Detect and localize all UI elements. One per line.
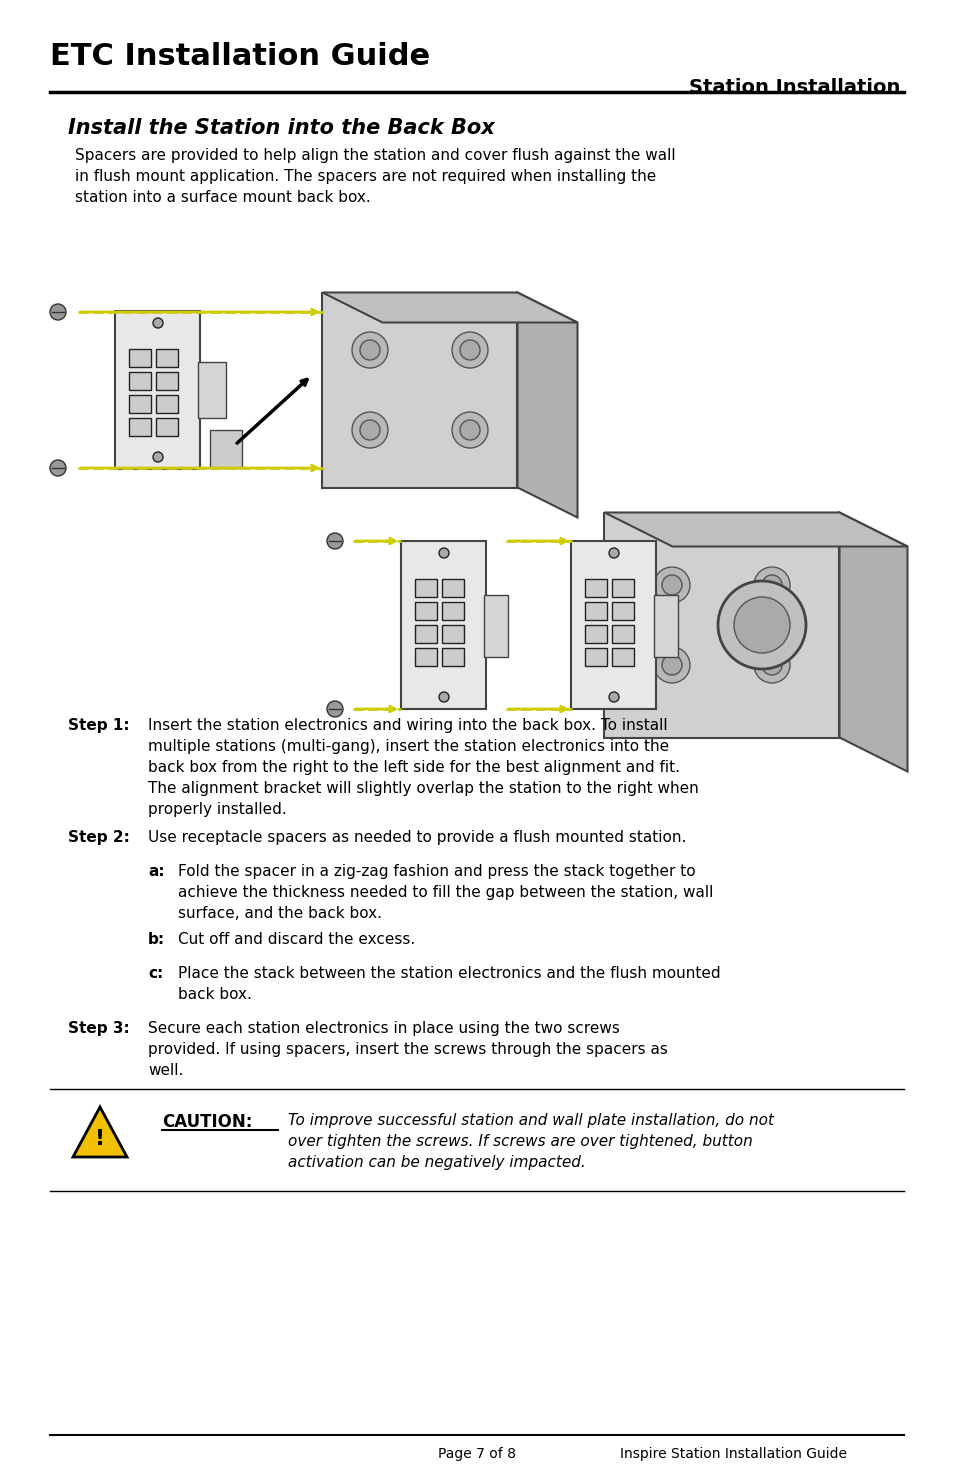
Circle shape bbox=[452, 332, 488, 367]
Circle shape bbox=[459, 341, 479, 360]
Text: Step 3:: Step 3: bbox=[68, 1021, 130, 1035]
Bar bbox=[130, 350, 152, 367]
Text: a:: a: bbox=[148, 864, 165, 879]
Bar bbox=[654, 594, 678, 656]
Circle shape bbox=[654, 648, 689, 683]
Circle shape bbox=[359, 341, 379, 360]
Polygon shape bbox=[73, 1108, 127, 1156]
Bar bbox=[156, 395, 178, 413]
Bar bbox=[416, 648, 437, 667]
Bar bbox=[130, 395, 152, 413]
Bar bbox=[130, 417, 152, 437]
Text: !: ! bbox=[95, 1128, 105, 1149]
Circle shape bbox=[452, 412, 488, 448]
Text: Fold the spacer in a zig-zag fashion and press the stack together to
achieve the: Fold the spacer in a zig-zag fashion and… bbox=[178, 864, 713, 920]
Bar bbox=[115, 311, 200, 469]
Circle shape bbox=[152, 319, 163, 327]
Bar bbox=[416, 580, 437, 597]
Circle shape bbox=[661, 575, 681, 594]
Text: Step 2:: Step 2: bbox=[68, 830, 130, 845]
Bar bbox=[401, 541, 486, 709]
Text: Step 1:: Step 1: bbox=[68, 718, 130, 733]
Circle shape bbox=[152, 451, 163, 462]
Circle shape bbox=[459, 420, 479, 440]
Bar bbox=[604, 512, 839, 738]
Text: Inspire Station Installation Guide: Inspire Station Installation Guide bbox=[619, 1447, 846, 1462]
Bar bbox=[442, 580, 464, 597]
Text: ETC Installation Guide: ETC Installation Guide bbox=[50, 41, 430, 71]
Bar bbox=[210, 431, 242, 468]
Circle shape bbox=[753, 648, 789, 683]
Text: Insert the station electronics and wiring into the back box. To install
multiple: Insert the station electronics and wirin… bbox=[148, 718, 698, 817]
Circle shape bbox=[761, 655, 781, 676]
Text: Install the Station into the Back Box: Install the Station into the Back Box bbox=[68, 118, 495, 139]
Circle shape bbox=[352, 412, 388, 448]
Circle shape bbox=[50, 304, 66, 320]
Text: Secure each station electronics in place using the two screws
provided. If using: Secure each station electronics in place… bbox=[148, 1021, 667, 1078]
Bar bbox=[198, 361, 226, 417]
Circle shape bbox=[661, 655, 681, 676]
Text: Page 7 of 8: Page 7 of 8 bbox=[437, 1447, 516, 1462]
Polygon shape bbox=[322, 292, 577, 323]
Text: Station Installation: Station Installation bbox=[688, 78, 899, 97]
Circle shape bbox=[753, 566, 789, 603]
Text: b:: b: bbox=[148, 932, 165, 947]
Bar bbox=[612, 625, 634, 643]
Polygon shape bbox=[604, 512, 906, 547]
Text: Cut off and discard the excess.: Cut off and discard the excess. bbox=[178, 932, 415, 947]
Circle shape bbox=[438, 549, 449, 558]
Circle shape bbox=[733, 597, 789, 653]
Bar bbox=[156, 350, 178, 367]
Circle shape bbox=[327, 532, 343, 549]
Circle shape bbox=[50, 460, 66, 476]
Bar bbox=[571, 541, 656, 709]
Bar bbox=[585, 648, 607, 667]
Circle shape bbox=[608, 549, 618, 558]
Circle shape bbox=[327, 701, 343, 717]
Text: CAUTION:: CAUTION: bbox=[162, 1114, 253, 1131]
Circle shape bbox=[654, 566, 689, 603]
Bar bbox=[483, 594, 507, 656]
Bar bbox=[585, 625, 607, 643]
Circle shape bbox=[608, 692, 618, 702]
Bar bbox=[442, 602, 464, 620]
Bar bbox=[585, 580, 607, 597]
Bar bbox=[612, 602, 634, 620]
Polygon shape bbox=[839, 512, 906, 771]
Bar bbox=[130, 372, 152, 389]
Circle shape bbox=[438, 692, 449, 702]
Bar bbox=[416, 625, 437, 643]
Bar bbox=[156, 417, 178, 437]
Circle shape bbox=[761, 575, 781, 594]
Bar bbox=[156, 372, 178, 389]
Polygon shape bbox=[517, 292, 577, 518]
Circle shape bbox=[352, 332, 388, 367]
Text: Place the stack between the station electronics and the flush mounted
back box.: Place the stack between the station elec… bbox=[178, 966, 720, 1002]
Bar bbox=[585, 602, 607, 620]
Text: c:: c: bbox=[148, 966, 163, 981]
Bar bbox=[612, 580, 634, 597]
Bar bbox=[442, 648, 464, 667]
Text: To improve successful station and wall plate installation, do not
over tighten t: To improve successful station and wall p… bbox=[288, 1114, 773, 1170]
Circle shape bbox=[718, 581, 805, 670]
Bar bbox=[612, 648, 634, 667]
Circle shape bbox=[359, 420, 379, 440]
Bar bbox=[416, 602, 437, 620]
Text: Spacers are provided to help align the station and cover flush against the wall
: Spacers are provided to help align the s… bbox=[75, 148, 675, 205]
Bar bbox=[322, 292, 517, 488]
Bar bbox=[442, 625, 464, 643]
Text: Use receptacle spacers as needed to provide a flush mounted station.: Use receptacle spacers as needed to prov… bbox=[148, 830, 685, 845]
